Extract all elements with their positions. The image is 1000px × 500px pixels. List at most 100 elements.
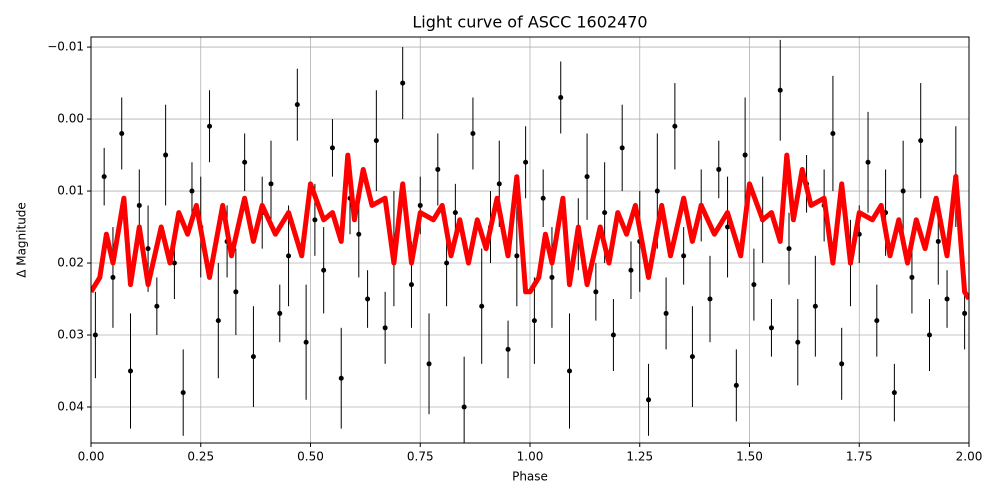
data-point <box>479 303 485 309</box>
data-point <box>742 152 748 158</box>
x-axis-label: Phase <box>512 470 548 484</box>
data-point <box>593 289 599 295</box>
data-point <box>382 325 388 331</box>
data-point <box>628 267 634 273</box>
data-point <box>549 274 555 280</box>
data-point <box>918 138 924 144</box>
data-point <box>242 159 248 165</box>
data-point <box>303 339 309 345</box>
data-point <box>128 368 134 374</box>
data-point <box>681 253 687 259</box>
data-point <box>663 310 669 316</box>
fit-line <box>91 152 969 301</box>
y-axis-label: Δ Magnitude <box>15 202 29 278</box>
data-point <box>733 382 739 388</box>
data-point <box>619 145 625 151</box>
data-point <box>874 318 880 324</box>
data-point <box>321 267 327 273</box>
data-point <box>900 188 906 194</box>
data-point <box>277 310 283 316</box>
data-point <box>365 296 371 302</box>
data-point <box>163 152 169 158</box>
data-point <box>496 181 502 187</box>
data-point <box>672 123 678 129</box>
data-point <box>584 174 590 180</box>
y-tick-label: 0.03 <box>57 328 84 342</box>
data-point <box>329 145 335 151</box>
data-point <box>145 246 151 252</box>
data-point <box>926 332 932 338</box>
data-point <box>768 325 774 331</box>
y-tick-label: 0.04 <box>57 400 84 414</box>
data-point <box>154 303 160 309</box>
data-point <box>408 282 414 288</box>
data-point <box>233 289 239 295</box>
data-point <box>602 210 608 216</box>
data-point <box>119 130 125 136</box>
data-point <box>444 260 450 266</box>
data-point <box>751 282 757 288</box>
data-point <box>470 130 476 136</box>
data-point <box>558 94 564 100</box>
data-point <box>839 361 845 367</box>
data-point <box>101 174 107 180</box>
y-tick-label: −0.01 <box>47 40 84 54</box>
data-point <box>207 123 213 129</box>
data-point <box>338 375 344 381</box>
data-point <box>426 361 432 367</box>
data-point <box>92 332 98 338</box>
x-tick-label: 1.25 <box>626 450 653 464</box>
data-point <box>250 354 256 360</box>
data-point <box>962 310 968 316</box>
x-tick-label: 1.50 <box>736 450 763 464</box>
data-point <box>523 159 529 165</box>
data-point <box>777 87 783 93</box>
x-tick-label: 0.00 <box>78 450 105 464</box>
data-point <box>812 303 818 309</box>
data-point <box>865 159 871 165</box>
data-point <box>180 390 186 396</box>
data-point <box>610 332 616 338</box>
data-point <box>830 130 836 136</box>
data-point <box>110 274 116 280</box>
data-point <box>725 224 731 230</box>
data-point <box>786 246 792 252</box>
data-point <box>286 253 292 259</box>
x-tick-label: 1.00 <box>517 450 544 464</box>
data-point <box>646 397 652 403</box>
data-point <box>505 346 511 352</box>
data-point <box>312 217 318 223</box>
data-point <box>567 368 573 374</box>
chart-title: Light curve of ASCC 1602470 <box>412 13 647 32</box>
data-point <box>944 296 950 302</box>
data-point <box>707 296 713 302</box>
data-point <box>689 354 695 360</box>
y-tick-label: 0.01 <box>57 184 84 198</box>
data-point <box>435 166 441 172</box>
data-point <box>171 260 177 266</box>
data-point <box>654 188 660 194</box>
y-tick-label: 0.02 <box>57 256 84 270</box>
data-point <box>540 195 546 201</box>
data-point <box>891 390 897 396</box>
data-point <box>356 231 362 237</box>
data-point <box>215 318 221 324</box>
data-point <box>452 210 458 216</box>
data-point <box>136 202 142 208</box>
x-tick-label: 2.00 <box>956 450 983 464</box>
data-point <box>373 138 379 144</box>
data-point <box>514 253 520 259</box>
data-point <box>909 274 915 280</box>
data-point <box>268 181 274 187</box>
data-point <box>935 238 941 244</box>
x-tick-label: 0.25 <box>187 450 214 464</box>
y-tick-label: 0.00 <box>57 112 84 126</box>
data-point <box>417 202 423 208</box>
data-point <box>294 102 300 108</box>
x-tick-label: 0.75 <box>407 450 434 464</box>
data-point <box>795 339 801 345</box>
x-tick-label: 0.50 <box>297 450 324 464</box>
data-point <box>531 318 537 324</box>
